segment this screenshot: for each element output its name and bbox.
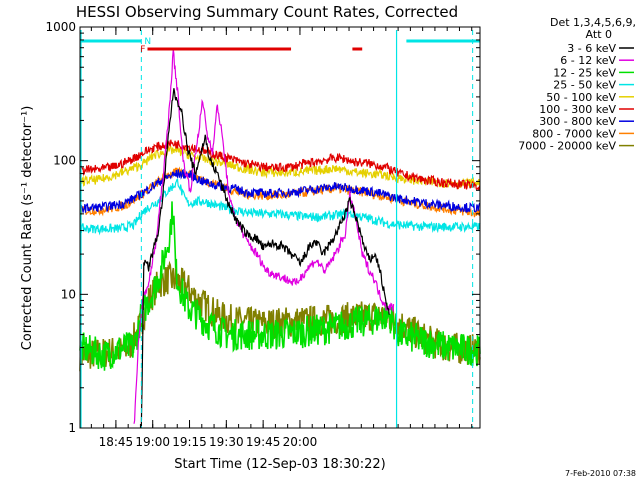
y-axis: 1 10 100 1000 — [45, 20, 480, 435]
footer-date: 7-Feb-2010 07:38 — [565, 469, 636, 478]
legend-label-3: 25 - 50 keV — [553, 79, 616, 92]
plot-frame — [79, 26, 481, 429]
chart-title: HESSI Observing Summary Count Rates, Cor… — [76, 3, 458, 21]
legend-label-6: 300 - 800 keV — [539, 115, 616, 128]
x-tick-label: 18:45 — [99, 435, 134, 449]
legend-label-0: 3 - 6 keV — [567, 42, 616, 55]
x-tick-label: 20:00 — [283, 435, 318, 449]
y-tick-label: 100 — [53, 154, 76, 168]
x-axis-label: Start Time (12-Sep-03 18:30:22) — [174, 457, 385, 472]
legend-label-5: 100 - 300 keV — [539, 103, 616, 116]
plot-area: NF 18:45 19:00 19:15 19:30 19:45 20:00 1 10 100… — [45, 20, 481, 449]
night-marker-label: N — [144, 37, 151, 47]
x-tick-label: 19:00 — [135, 435, 170, 449]
legend-header-line-2: Att 0 — [586, 28, 612, 41]
series-line-5 — [79, 139, 481, 191]
legend-header-line-1: Det 1,3,4,5,6,9, — [550, 16, 636, 29]
x-axis: 18:45 19:00 19:15 19:30 19:45 20:00 — [90, 27, 473, 449]
series-line-4 — [79, 145, 481, 190]
legend-label-2: 12 - 25 keV — [553, 66, 616, 79]
x-tick-label: 19:30 — [209, 435, 244, 449]
y-tick-label: 1000 — [45, 20, 76, 34]
y-tick-label: 1 — [68, 421, 76, 435]
series-line-3 — [79, 178, 481, 236]
x-tick-label: 19:15 — [172, 435, 207, 449]
y-tick-label: 10 — [61, 287, 76, 301]
series-line-0 — [140, 88, 390, 429]
legend-label-8: 7000 - 20000 keV — [518, 140, 616, 153]
y-axis-label: Corrected Count Rate (s⁻¹ detector⁻¹) — [20, 106, 35, 351]
series-layer — [79, 49, 481, 429]
legend-label-4: 50 - 100 keV — [546, 91, 616, 104]
series-line-2 — [79, 201, 481, 371]
legend-label-7: 800 - 7000 keV — [532, 127, 616, 140]
flare-marker-label: F — [140, 45, 145, 55]
x-tick-label: 19:45 — [246, 435, 281, 449]
annotation-bars: NF — [80, 30, 480, 428]
series-line-6 — [79, 168, 481, 214]
legend-label-1: 6 - 12 keV — [560, 54, 616, 67]
